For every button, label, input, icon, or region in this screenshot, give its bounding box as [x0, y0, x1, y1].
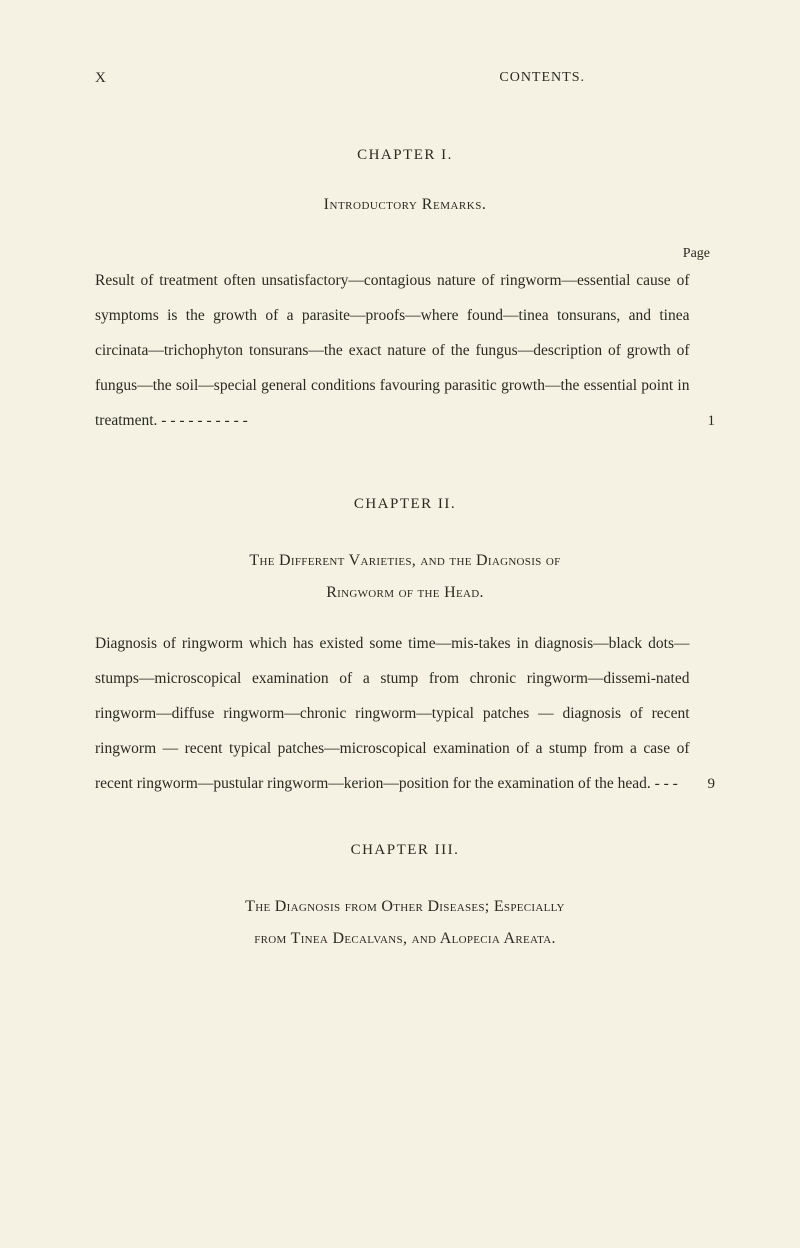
chapter-3-title-line1: The Diagnosis from Other Diseases; Espec… [245, 898, 565, 915]
chapter-1-page-number: 1 [708, 405, 716, 439]
chapter-3-heading: CHAPTER III. [95, 842, 715, 859]
chapter-3-title-line2: from Tinea Decalvans, and Alopecia Areat… [254, 930, 556, 947]
running-header: X CONTENTS. [95, 70, 715, 87]
page-label: Page [95, 246, 715, 262]
page-marker: X [95, 70, 106, 87]
chapter-2-body: Diagnosis of ringworm which has existed … [95, 627, 690, 801]
chapter-2-body-row: Diagnosis of ringworm which has existed … [95, 627, 715, 801]
chapter-2-page-number: 9 [708, 768, 716, 802]
chapter-2-title-line1: The Different Varieties, and the Diagnos… [249, 552, 560, 569]
chapter-1-heading: CHAPTER I. [95, 147, 715, 164]
running-head: CONTENTS. [499, 70, 585, 87]
chapter-1-title: Introductory Remarks. [95, 196, 715, 214]
chapter-2-heading: CHAPTER II. [95, 496, 715, 513]
chapter-2-title-line2: Ringworm of the Head. [326, 584, 484, 601]
chapter-3-title: The Diagnosis from Other Diseases; Espec… [95, 891, 715, 955]
chapter-1-body: Result of treatment often unsatisfactory… [95, 264, 690, 438]
chapter-1-body-row: Result of treatment often unsatisfactory… [95, 264, 715, 438]
chapter-2-title: The Different Varieties, and the Diagnos… [95, 545, 715, 609]
